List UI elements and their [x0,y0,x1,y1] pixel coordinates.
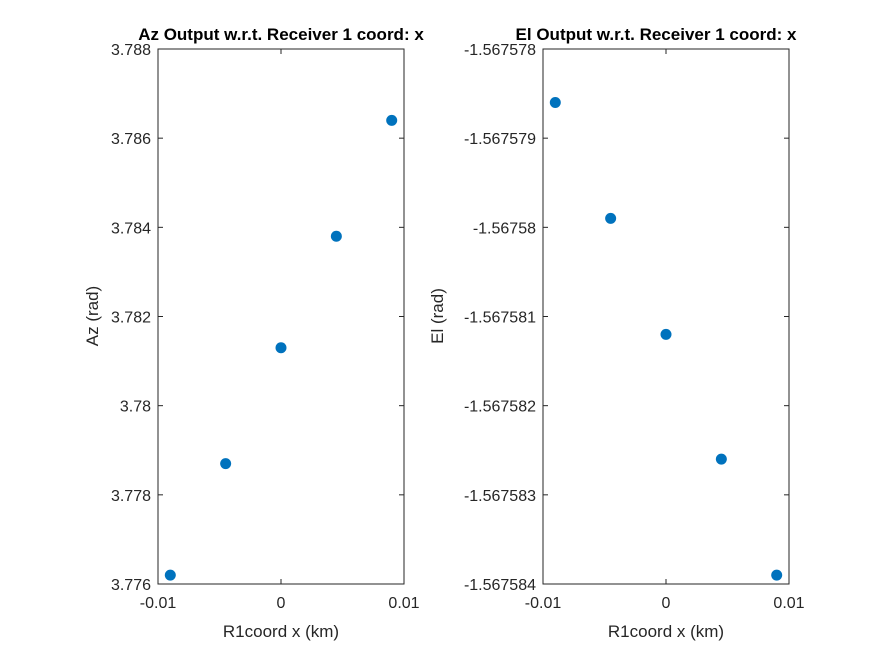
az-x-axis-label: R1coord x (km) [223,622,339,641]
el-y-tick-label: -1.567582 [464,399,536,416]
el-ticks: -1.567584 -1.567583 -1.567582 -1.567581 -1.5… [464,42,805,612]
az-y-tick-label: 3.786 [111,131,151,148]
el-axes: El Output w.r.t. Receiver 1 coord: x R1c… [428,25,805,641]
az-y-tick-label: 3.778 [111,488,151,505]
az-x-tick-label: 0.01 [388,595,419,612]
el-y-tick-label: -1.567583 [464,488,536,505]
az-data-point [275,342,287,354]
az-ticks: 3.776 3.778 3.78 3.782 3.784 3.786 3.788 -0.01 0… [111,42,420,612]
az-plot-frame [157,48,405,585]
el-data-points [549,97,783,581]
el-y-tick-label: -1.567578 [464,42,536,59]
el-y-tick-label: -1.567581 [464,310,536,327]
el-data-point [715,453,727,465]
az-y-tick-label: 3.784 [111,220,151,237]
el-data-point [771,569,783,581]
az-x-tick-label: 0 [277,595,286,612]
az-y-tick-label: 3.776 [111,577,151,594]
az-y-tick-label: 3.782 [111,310,151,327]
az-axes: Az Output w.r.t. Receiver 1 coord: x R1c… [83,25,424,641]
az-y-tick-label: 3.788 [111,42,151,59]
az-y-tick-label: 3.78 [120,399,151,416]
el-y-axis-label: El (rad) [428,288,447,344]
el-data-point [660,328,672,340]
el-plot-frame [542,48,790,585]
az-data-point [330,230,342,242]
el-y-tick-label: -1.56758 [473,220,536,237]
el-chart-title: El Output w.r.t. Receiver 1 coord: x [516,25,797,44]
el-y-tick-label: -1.567579 [464,131,536,148]
az-data-point [386,114,398,126]
az-data-point [220,458,232,470]
el-data-point [549,97,561,108]
az-chart-title: Az Output w.r.t. Receiver 1 coord: x [138,25,424,44]
az-y-axis-label: Az (rad) [83,286,102,346]
el-x-axis-label: R1coord x (km) [608,622,724,641]
el-x-tick-label: 0.01 [773,595,804,612]
az-data-point [164,569,176,581]
el-x-tick-label: 0 [662,595,671,612]
el-y-tick-label: -1.567584 [464,577,536,594]
el-x-tick-label: -0.01 [525,595,562,612]
el-data-point [605,212,617,224]
az-x-tick-label: -0.01 [140,595,177,612]
az-data-points [164,114,398,581]
